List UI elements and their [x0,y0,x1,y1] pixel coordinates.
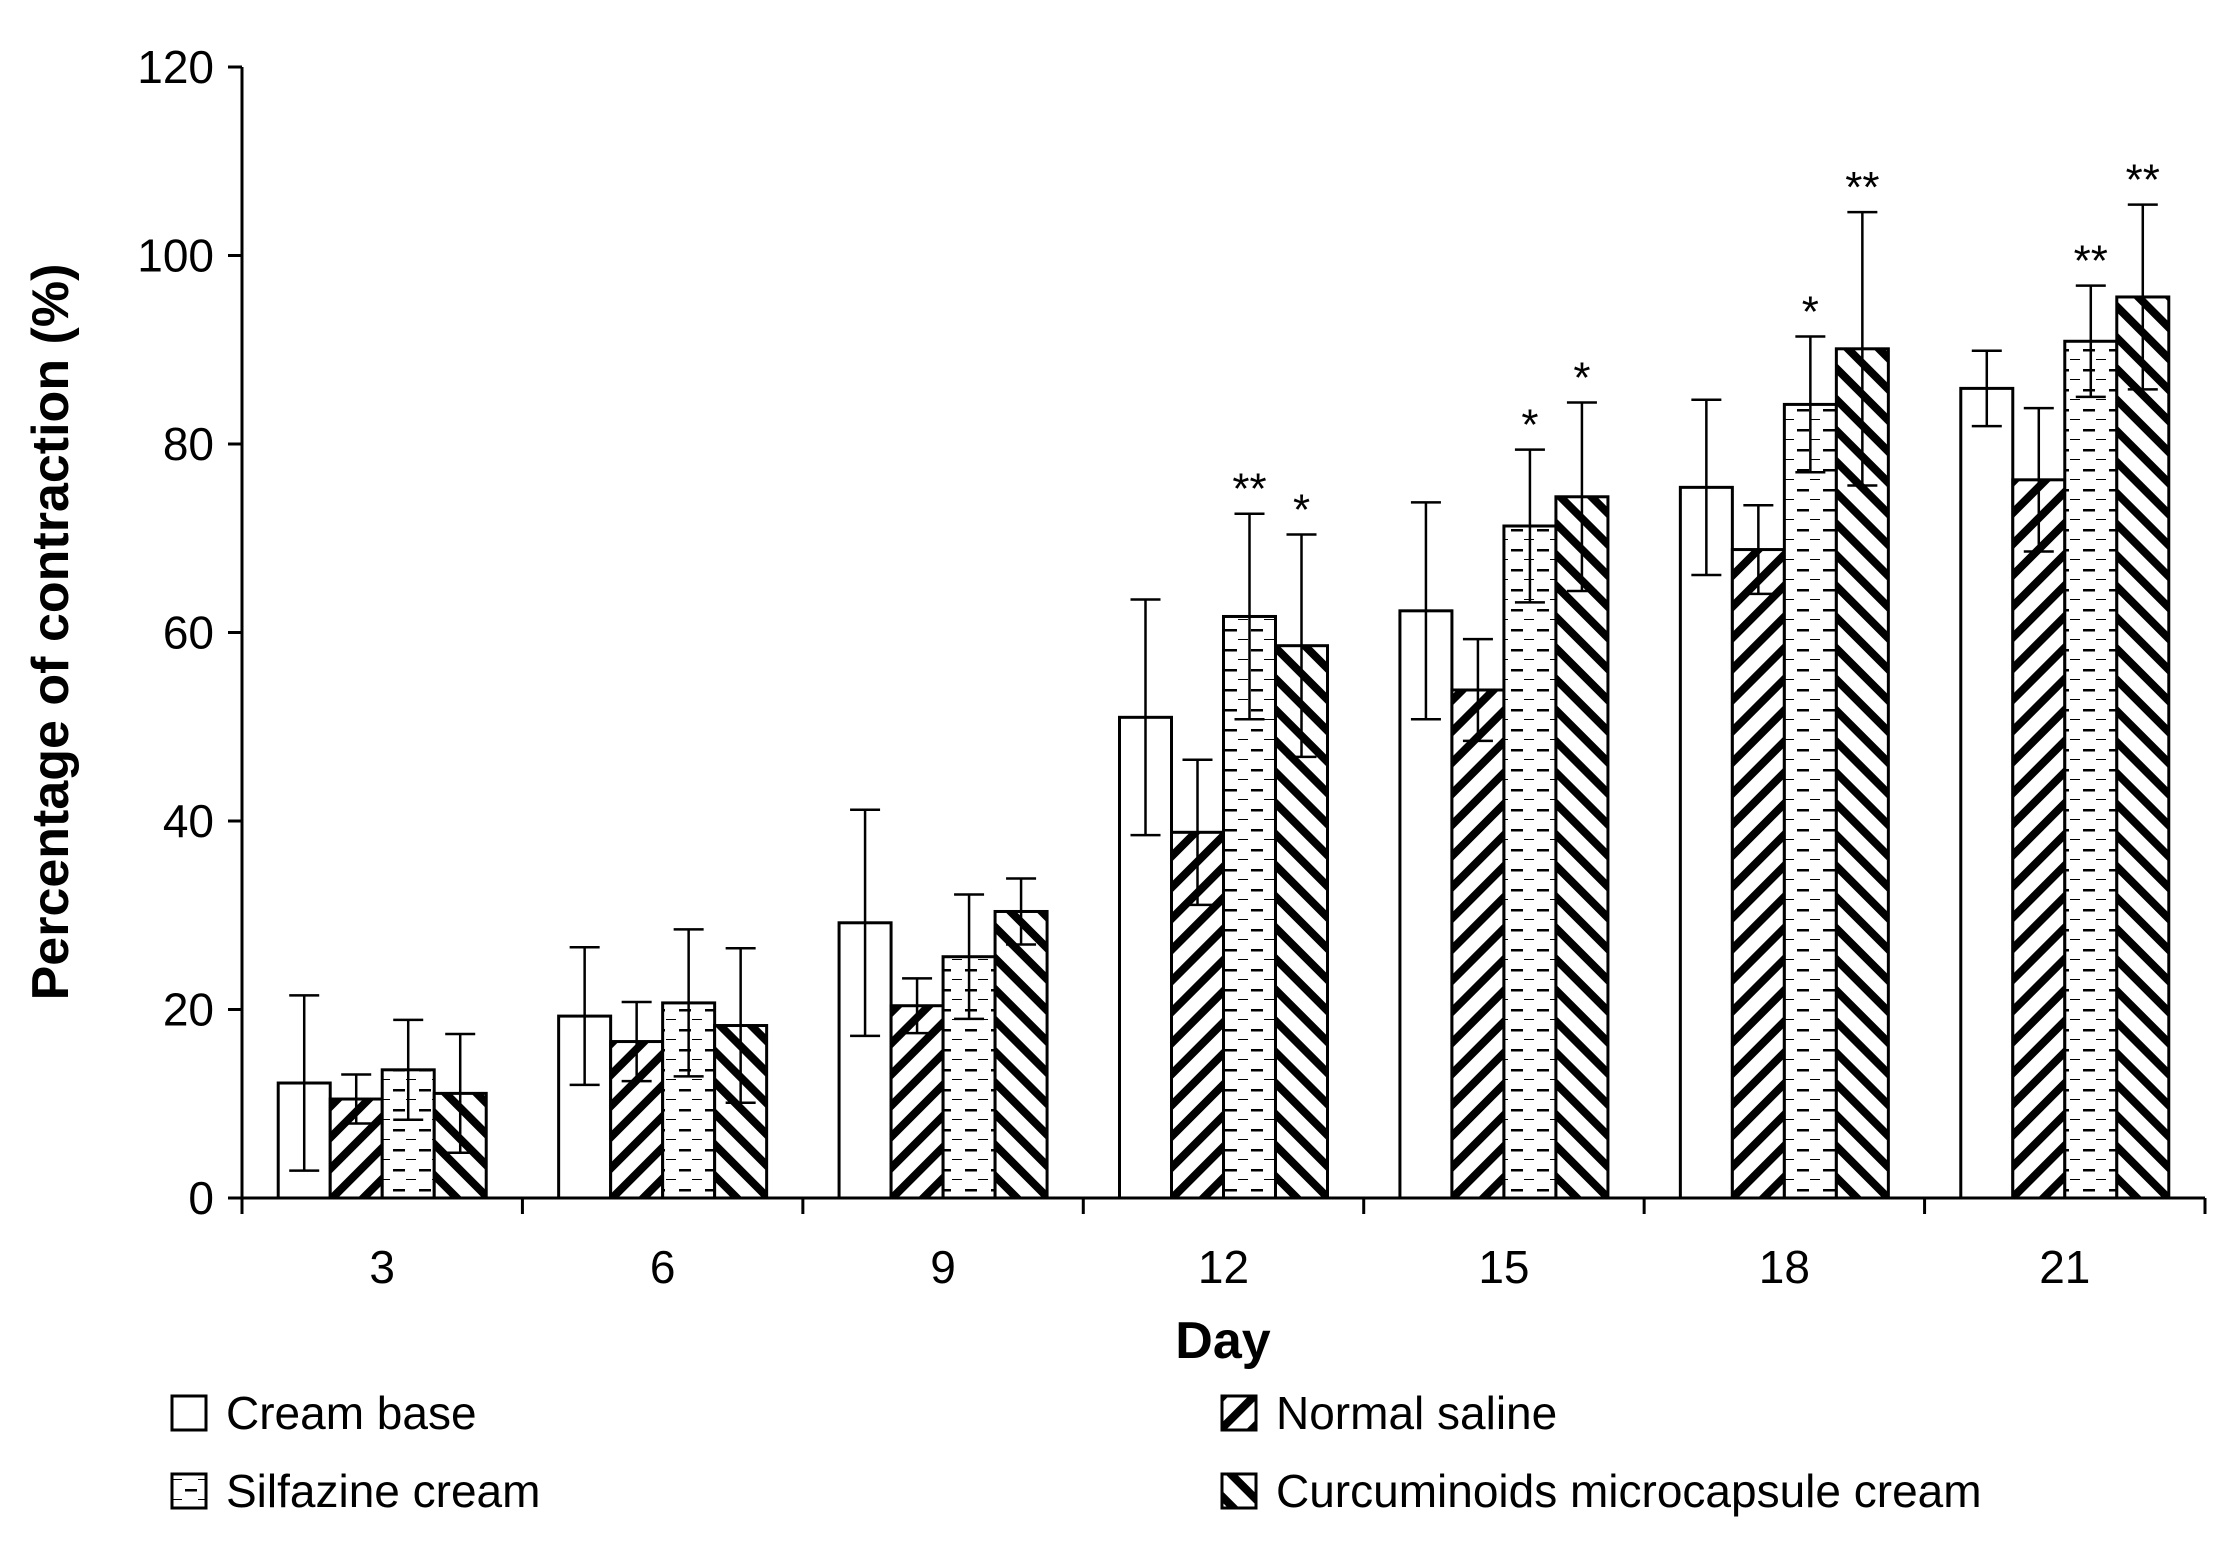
bar-curcuminoids-microcapsule-cream-day-9 [993,909,1049,1200]
bar-silfazine-cream-day-15 [1502,524,1558,1200]
error-bar-normal-saline-day-6 [621,1000,652,1083]
significance-layer: ********** ** [1232,156,2160,535]
significance-silfazine-cream-day-21: ** [2074,237,2108,286]
error-bar-curcuminoids-microcapsule-cream-day-12 [1286,533,1317,759]
error-bar-silfazine-cream-day-15 [1514,448,1545,604]
error-bar-cream-base-day-18 [1691,398,1722,577]
x-tick-label-12: 12 [1198,1241,1249,1293]
legend-label-cream-base: Cream base [226,1387,477,1439]
bar-curcuminoids-microcapsule-cream-day-21 [2115,295,2171,1200]
error-bar-cream-base-day-9 [850,808,881,1038]
significance-curcuminoids-microcapsule-cream-day-12: * [1293,485,1310,534]
legend-swatch-normal-saline [1220,1394,1258,1432]
y-tick-label-80: 80 [163,418,214,470]
legend-item-cream-base: Cream base [170,1387,477,1439]
bar-normal-saline-day-18 [1730,548,1786,1200]
y-axis-title: Percentage of contraction (%) [22,264,80,1001]
legend-label-normal-saline: Normal saline [1276,1387,1557,1439]
error-bar-cream-base-day-15 [1410,501,1441,721]
error-bar-curcuminoids-microcapsule-cream-day-9 [1006,877,1037,946]
bar-curcuminoids-microcapsule-cream-day-18 [1834,347,1890,1200]
significance-curcuminoids-microcapsule-cream-day-15: * [1573,354,1590,403]
error-bar-normal-saline-day-18 [1743,504,1774,596]
error-bars-layer [289,203,2158,1172]
x-tick-label-18: 18 [1759,1241,1810,1293]
y-tick-label-100: 100 [137,230,214,282]
error-bar-curcuminoids-microcapsule-cream-day-21 [2127,203,2158,391]
error-bar-curcuminoids-microcapsule-cream-day-3 [445,1032,476,1155]
y-tick-label-0: 0 [188,1172,214,1224]
bar-normal-saline-day-21 [2011,478,2067,1200]
significance-silfazine-cream-day-15: * [1521,401,1538,450]
x-axis-title: Day [1175,1312,1270,1370]
x-tick-label-21: 21 [2039,1241,2090,1293]
error-bar-silfazine-cream-day-3 [393,1018,424,1122]
legend-item-curcuminoids-microcapsule-cream: Curcuminoids microcapsule cream [1220,1465,1982,1517]
legend-item-silfazine-cream: Silfazine cream [170,1465,540,1517]
error-bar-cream-base-day-6 [569,946,600,1087]
error-bar-curcuminoids-microcapsule-cream-day-18 [1847,210,1878,487]
legend: Cream base Normal saline Silfazine cream Cu… [170,1387,1982,1517]
bar-cream-base-day-18 [1678,485,1734,1200]
bar-normal-saline-day-15 [1450,688,1506,1200]
y-ticks: 0 20 40 60 80 100 120 [137,41,242,1224]
bar-normal-saline-day-9 [889,1004,945,1200]
bars-layer [276,295,2171,1200]
error-bar-silfazine-cream-day-12 [1234,512,1265,721]
x-ticks: 3 6 9 12 15 18 21 [240,1198,2207,1293]
error-bar-curcuminoids-microcapsule-cream-day-15 [1566,401,1597,593]
error-bar-silfazine-cream-day-18 [1795,335,1826,474]
legend-swatch-cream-base [170,1394,208,1432]
error-bar-cream-base-day-12 [1130,598,1161,837]
significance-silfazine-cream-day-18: * [1802,288,1819,337]
legend-label-silfazine-cream: Silfazine cream [226,1465,540,1517]
y-tick-label-120: 120 [137,41,214,93]
legend-label-curcuminoids-microcapsule-cream: Curcuminoids microcapsule cream [1276,1465,1982,1517]
error-bar-silfazine-cream-day-9 [954,893,985,1021]
legend-swatch-silfazine-cream [170,1472,208,1510]
error-bar-curcuminoids-microcapsule-cream-day-6 [725,946,756,1105]
legend-item-normal-saline: Normal saline [1220,1387,1557,1439]
significance-curcuminoids-microcapsule-cream-day-18: ** [1845,163,1879,212]
significance-curcuminoids-microcapsule-cream-day-21: ** [2126,156,2160,205]
x-tick-label-3: 3 [369,1241,395,1293]
error-bar-normal-saline-day-9 [902,977,933,1035]
bar-silfazine-cream-day-21 [2063,339,2119,1200]
error-bar-silfazine-cream-day-6 [673,928,704,1078]
legend-swatch-curcuminoids-microcapsule-cream [1220,1472,1258,1510]
error-bar-normal-saline-day-21 [2023,406,2054,553]
error-bar-normal-saline-day-15 [1462,637,1493,743]
error-bar-cream-base-day-21 [1971,349,2002,428]
x-tick-label-6: 6 [650,1241,676,1293]
y-tick-label-20: 20 [163,984,214,1036]
error-bar-normal-saline-day-3 [341,1073,372,1125]
bar-curcuminoids-microcapsule-cream-day-15 [1554,495,1610,1200]
y-tick-label-40: 40 [163,795,214,847]
bar-cream-base-day-21 [1959,386,2015,1200]
x-tick-label-9: 9 [930,1241,956,1293]
y-tick-label-60: 60 [163,607,214,659]
significance-silfazine-cream-day-12: ** [1232,465,1266,514]
error-bar-cream-base-day-3 [289,994,320,1172]
error-bar-silfazine-cream-day-21 [2075,284,2106,399]
x-tick-label-15: 15 [1478,1241,1529,1293]
error-bar-normal-saline-day-12 [1182,758,1213,907]
bar-silfazine-cream-day-18 [1782,402,1838,1200]
